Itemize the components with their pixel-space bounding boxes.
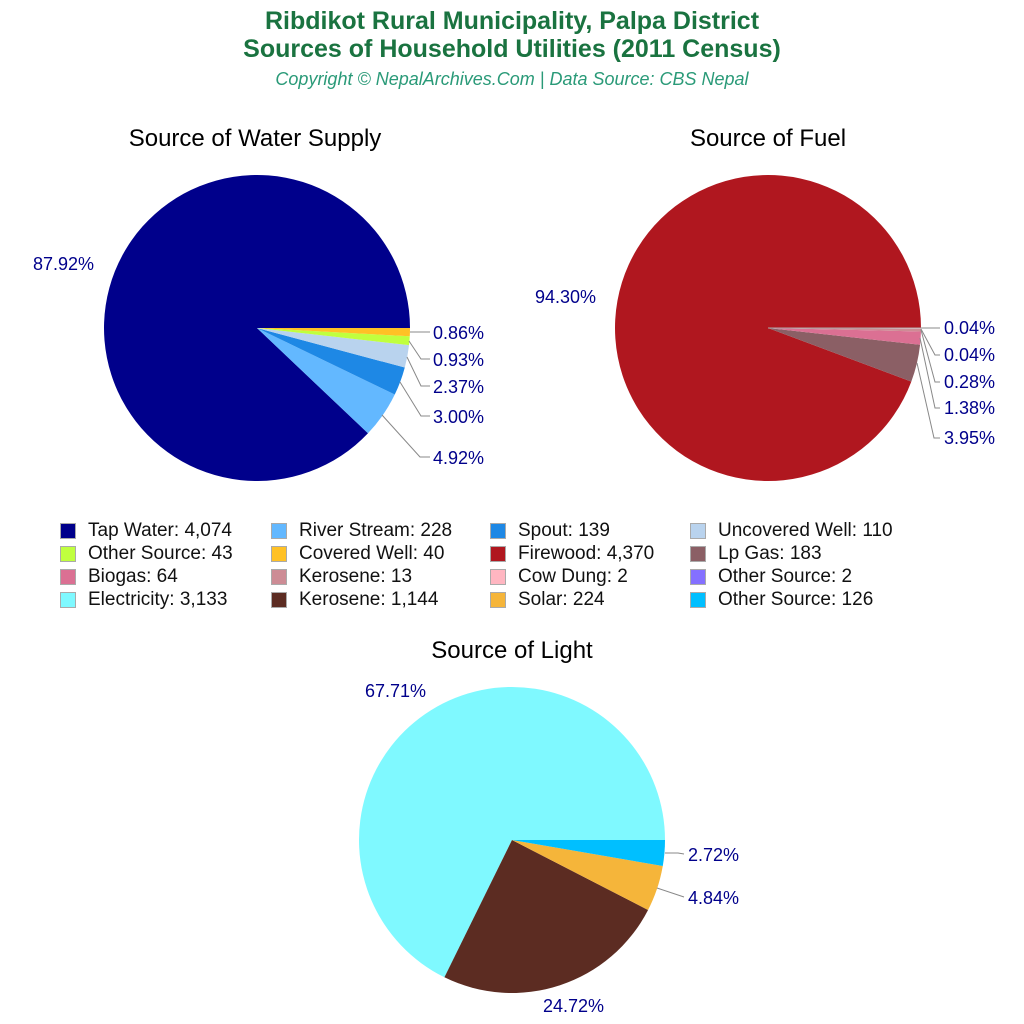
fuel-chart-title: Source of Fuel <box>689 125 847 152</box>
water-label-other: 0.93% <box>433 350 484 370</box>
fuel-label-firewood: 94.30% <box>535 287 596 307</box>
legend-swatch-kerosene <box>271 569 287 585</box>
water-label-covered: 0.86% <box>433 323 484 343</box>
slice-uncovered-well <box>257 328 410 368</box>
legend-label: Tap Water: 4,074 <box>88 520 232 541</box>
legend-swatch-fuel-other-source <box>690 569 706 585</box>
legend-swatch-kerosene-light <box>271 592 287 608</box>
legend-label: Firewood: 4,370 <box>518 543 655 564</box>
legend-swatch-uncovered-well <box>690 523 706 539</box>
legend-item: Other Source: 2 <box>690 565 852 589</box>
legend-item: Biogas: 64 <box>60 565 178 589</box>
water-pie: 87.92% 0.86% 0.93% 2.37% 3.00% 4.92% <box>33 174 484 481</box>
legend-item: Electricity: 3,133 <box>60 588 227 612</box>
legend-label: Spout: 139 <box>518 520 610 541</box>
slice-river-stream <box>257 328 395 434</box>
legend-label: Biogas: 64 <box>88 566 178 587</box>
water-label-uncovered: 2.37% <box>433 377 484 397</box>
legend-item: Firewood: 4,370 <box>490 542 654 566</box>
legend-item: Covered Well: 40 <box>271 542 444 566</box>
chart-title-line1: Ribdikot Rural Municipality, Palpa Distr… <box>264 7 760 35</box>
legend-item: Kerosene: 1,144 <box>271 588 438 612</box>
slice-biogas <box>768 328 921 345</box>
legend-item: Other Source: 126 <box>690 588 873 612</box>
legend-swatch-electricity <box>60 592 76 608</box>
light-pie: 67.71% 2.72% 4.84% 24.72% <box>359 681 739 1016</box>
legend-item: Spout: 139 <box>490 519 610 543</box>
chart-title-line2: Sources of Household Utilities (2011 Cen… <box>243 35 781 63</box>
light-leader-lines <box>656 852 685 898</box>
slice-kerosene-light <box>444 840 649 994</box>
legend-label: Covered Well: 40 <box>299 543 445 564</box>
slice-lp-gas <box>768 328 921 382</box>
fuel-pie: 94.30% 0.04% 0.04% 0.28% 1.38% 3.95% <box>535 174 995 481</box>
fuel-label-lp-gas: 3.95% <box>944 428 995 448</box>
light-label-other: 2.72% <box>688 845 739 865</box>
legend-swatch-solar <box>490 592 506 608</box>
copyright-subtitle: Copyright © NepalArchives.Com | Data Sou… <box>275 69 749 89</box>
legend-item: Solar: 224 <box>490 588 605 612</box>
slice-tap-water <box>104 174 410 481</box>
slice-other-source <box>257 328 410 346</box>
legend-swatch-other-source <box>60 546 76 562</box>
light-label-electricity: 67.71% <box>365 681 426 701</box>
legend-item: Other Source: 43 <box>60 542 233 566</box>
legend-label: Other Source: 43 <box>88 543 233 564</box>
slice-electricity <box>359 686 665 978</box>
slice-solar <box>512 840 663 910</box>
fuel-label-other: 0.04% <box>944 318 995 338</box>
legend-swatch-firewood <box>490 546 506 562</box>
slice-covered-well <box>257 328 410 337</box>
legend-swatch-lp-gas <box>690 546 706 562</box>
light-label-kerosene: 24.72% <box>543 996 604 1016</box>
slice-light-other <box>512 840 665 867</box>
legend-label: Lp Gas: 183 <box>718 543 822 564</box>
light-label-solar: 4.84% <box>688 888 739 908</box>
fuel-leader-lines <box>916 327 940 439</box>
legend-label: Other Source: 2 <box>718 566 853 587</box>
water-chart-title: Source of Water Supply <box>128 125 382 152</box>
legend-label: Uncovered Well: 110 <box>718 520 893 541</box>
light-chart-title: Source of Light <box>431 637 593 664</box>
legend-swatch-cow-dung <box>490 569 506 585</box>
legend-swatch-biogas <box>60 569 76 585</box>
legend-swatch-light-other-source <box>690 592 706 608</box>
legend-item: Uncovered Well: 110 <box>690 519 893 543</box>
legend-label: River Stream: 228 <box>299 520 453 541</box>
legend-label: Kerosene: 13 <box>299 566 413 587</box>
legend-label: Cow Dung: 2 <box>518 566 628 587</box>
legend-label: Solar: 224 <box>518 589 605 610</box>
legend-item: Lp Gas: 183 <box>690 542 822 566</box>
legend-label: Kerosene: 1,144 <box>299 589 439 610</box>
water-label-river: 4.92% <box>433 448 484 468</box>
legend-swatch-river-stream <box>271 523 287 539</box>
legend-item: River Stream: 228 <box>271 519 452 543</box>
legend-item: Tap Water: 4,074 <box>60 519 232 543</box>
fuel-label-kerosene: 0.28% <box>944 372 995 392</box>
fuel-label-cow-dung: 0.04% <box>944 345 995 365</box>
legend-item: Kerosene: 13 <box>271 565 412 589</box>
water-label-tap: 87.92% <box>33 254 94 274</box>
legend-swatch-spout <box>490 523 506 539</box>
legend-swatch-tap-water <box>60 523 76 539</box>
legend-item: Cow Dung: 2 <box>490 565 628 589</box>
legend-label: Electricity: 3,133 <box>88 589 228 610</box>
water-label-spout: 3.00% <box>433 407 484 427</box>
legend-label: Other Source: 126 <box>718 589 874 610</box>
water-leader-lines <box>381 331 430 458</box>
slice-kerosene <box>768 328 921 332</box>
legend-swatch-covered-well <box>271 546 287 562</box>
fuel-label-biogas: 1.38% <box>944 398 995 418</box>
slice-spout <box>257 328 405 395</box>
